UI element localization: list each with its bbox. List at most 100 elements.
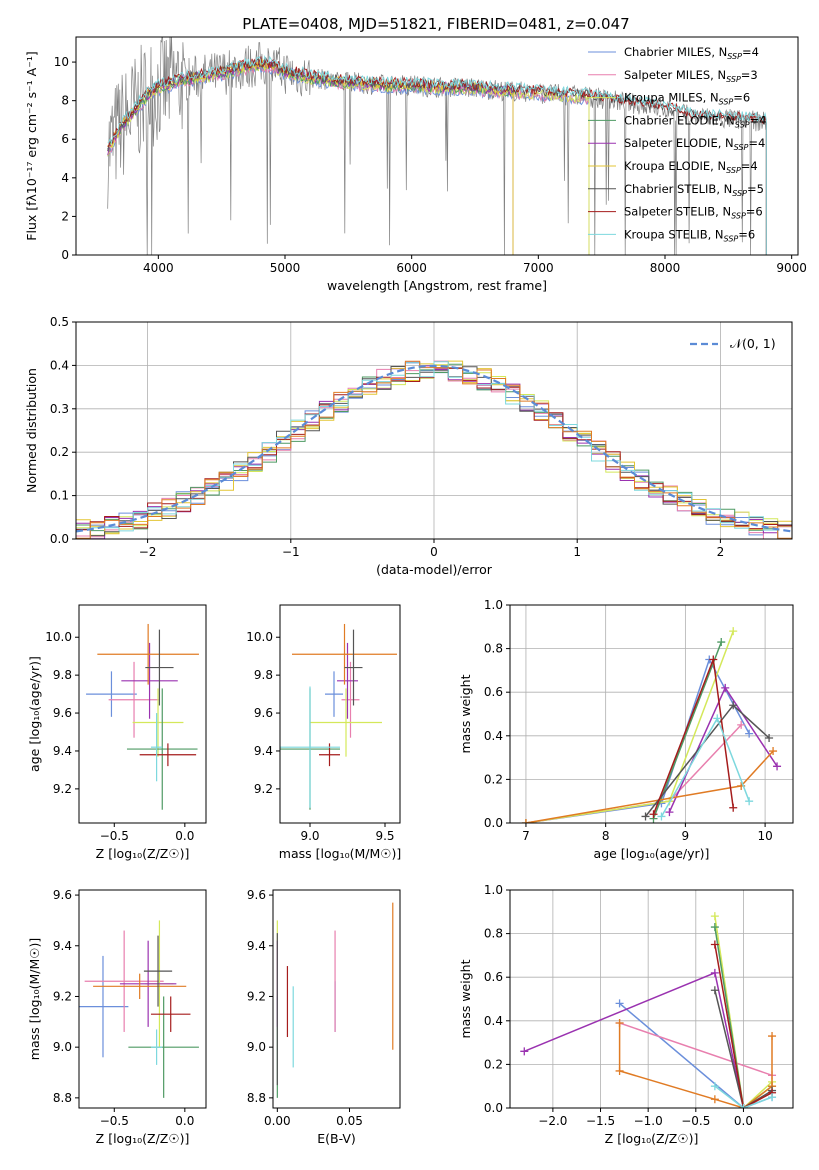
weight-marker [729,627,738,636]
y-tick-label: 1.0 [484,598,503,612]
x-tick-label: 0.0 [175,829,194,843]
legend-label: 𝒩(0, 1) [730,336,776,351]
axes-frame [78,889,207,1109]
histogram-steps [76,361,792,539]
x-tick-label: 5000 [270,261,301,275]
panel-weight_vs_age: 7 8 9 10 0.0 0.2 0.4 0.6 0.8 1.0 age [log₁₀(age/yr… [458,598,794,861]
x-tick-label: 7000 [523,261,554,275]
weight-series [649,655,738,819]
weight-marker [615,1066,624,1075]
weight-line [619,1022,773,1077]
y-tick-label: 6 [61,132,69,146]
gridlines [510,604,793,824]
weight-marker [713,714,722,723]
x-axis-label: Z [log₁₀(Z/Z☉)] [605,1131,699,1146]
weight-line [525,630,734,823]
weight-marker [745,797,754,806]
weight-line [652,641,723,819]
x-tick-label: 8000 [650,261,681,275]
y-tick-label: 0.0 [50,532,69,546]
y-tick-label: 9.4 [247,939,266,953]
panel-residuals: −2 −1 0 1 2 0.0 0.1 0.2 0.3 0.4 0.5 (data-model)/er… [24,315,793,577]
weight-marker [520,1047,529,1056]
plot-area [107,37,767,255]
x-tick-label: 10 [757,829,772,843]
y-tick-label: 0.1 [50,489,69,503]
weight-marker [737,720,746,729]
x-tick-label: −1.0 [634,1114,663,1128]
y-tick-label: 0 [61,248,69,262]
weight-line [714,916,773,1108]
plot-area [76,360,792,539]
y-tick-label: 0.2 [484,1057,503,1071]
x-tick-label: −2.0 [538,1114,567,1128]
error-bar-point [93,973,187,999]
x-tick-label: 4000 [143,261,174,275]
y-tick-label: 0.8 [484,927,503,941]
axes-frame [75,36,799,256]
panel-age_vs_Z: −0.5 0.0 9.2 9.4 9.6 9.8 10.0 Z [log₁₀(Z/Z☉)] ag… [27,604,207,861]
x-axis-label: Z [log₁₀(Z/Z☉)] [96,846,190,861]
weight-marker [768,1093,777,1102]
x-tick-label: −2 [139,545,157,559]
x-axis-label: age [log₁₀(age/yr)] [594,846,710,861]
weight-marker [729,803,738,812]
weight-marker [729,701,738,710]
y-tick-label: 8 [61,94,69,108]
panel-spectrum: 4000 5000 6000 7000 8000 9000 0 2 4 6 8 10 wavelengt… [24,36,807,293]
y-tick-label: 0.3 [50,402,69,416]
weight-line [618,1023,773,1108]
weight-line [524,971,745,1108]
legend-label: Chabrier ELODIE, NSSP=4 [624,113,766,129]
weight-marker [765,733,774,742]
x-tick-label: −1.5 [586,1114,615,1128]
plot-area [79,920,199,1098]
x-tick-label: −0.5 [681,1114,710,1128]
axes-frame [272,889,401,1109]
error-bar-point [325,671,343,717]
legend-label: Chabrier STELIB, NSSP=5 [624,182,764,198]
x-tick-label: 1 [573,545,581,559]
spectrum-legend: Chabrier MILES, NSSP=4 Salpeter MILES, NS… [588,45,766,243]
x-tick-label: 0.0 [734,1114,753,1128]
error-bar-point [150,996,191,1032]
panel-mass_vs_Z: −0.5 0.0 8.8 9.0 9.2 9.4 9.6 Z [log₁₀(Z/Z☉)] mas… [27,888,207,1146]
error-bar-point [128,996,199,1098]
weight-marker [649,810,658,819]
y-tick-label: 9.4 [53,744,72,758]
weight-marker [710,923,719,932]
y-axis-label: age [log₁₀(age/yr)] [27,656,42,772]
legend-label: Kroupa ELODIE, NSSP=4 [624,159,758,175]
y-tick-label: 10.0 [45,630,72,644]
y-tick-label: 0.6 [484,970,503,984]
x-axis-label: E(B-V) [317,1131,356,1146]
weight-line [714,944,773,1108]
weight-marker [769,747,778,756]
y-tick-label: 0.2 [50,445,69,459]
weight-marker [710,968,719,977]
weight-marker [641,812,650,821]
x-tick-label: 8 [602,829,610,843]
axes-frame [509,604,794,824]
legend-label: Salpeter ELODIE, NSSP=4 [624,136,765,152]
weight-line [525,724,742,823]
error-bar-point [79,955,129,1058]
weight-series [649,638,726,823]
weight-line [714,1085,773,1108]
x-tick-label: −1 [282,545,300,559]
error-bar-point [280,686,340,808]
weight-line [525,657,750,823]
error-bar-point [84,930,164,1032]
x-axis-label: wavelength [Angstrom, rest frame] [327,278,547,293]
error-bar-point [121,642,178,719]
error-bar-point [150,1029,163,1065]
weight-line [714,990,773,1108]
y-tick-label: 0.6 [484,685,503,699]
weight-marker [745,729,754,738]
weight-marker [710,912,719,921]
x-tick-label: −0.5 [100,829,129,843]
weight-marker [710,1095,719,1104]
panel-mass_vs_ebv: 0.00 0.05 8.8 9.0 9.2 9.4 9.6 E(B-V) [247,888,401,1146]
x-tick-label: 0.00 [264,1114,291,1128]
